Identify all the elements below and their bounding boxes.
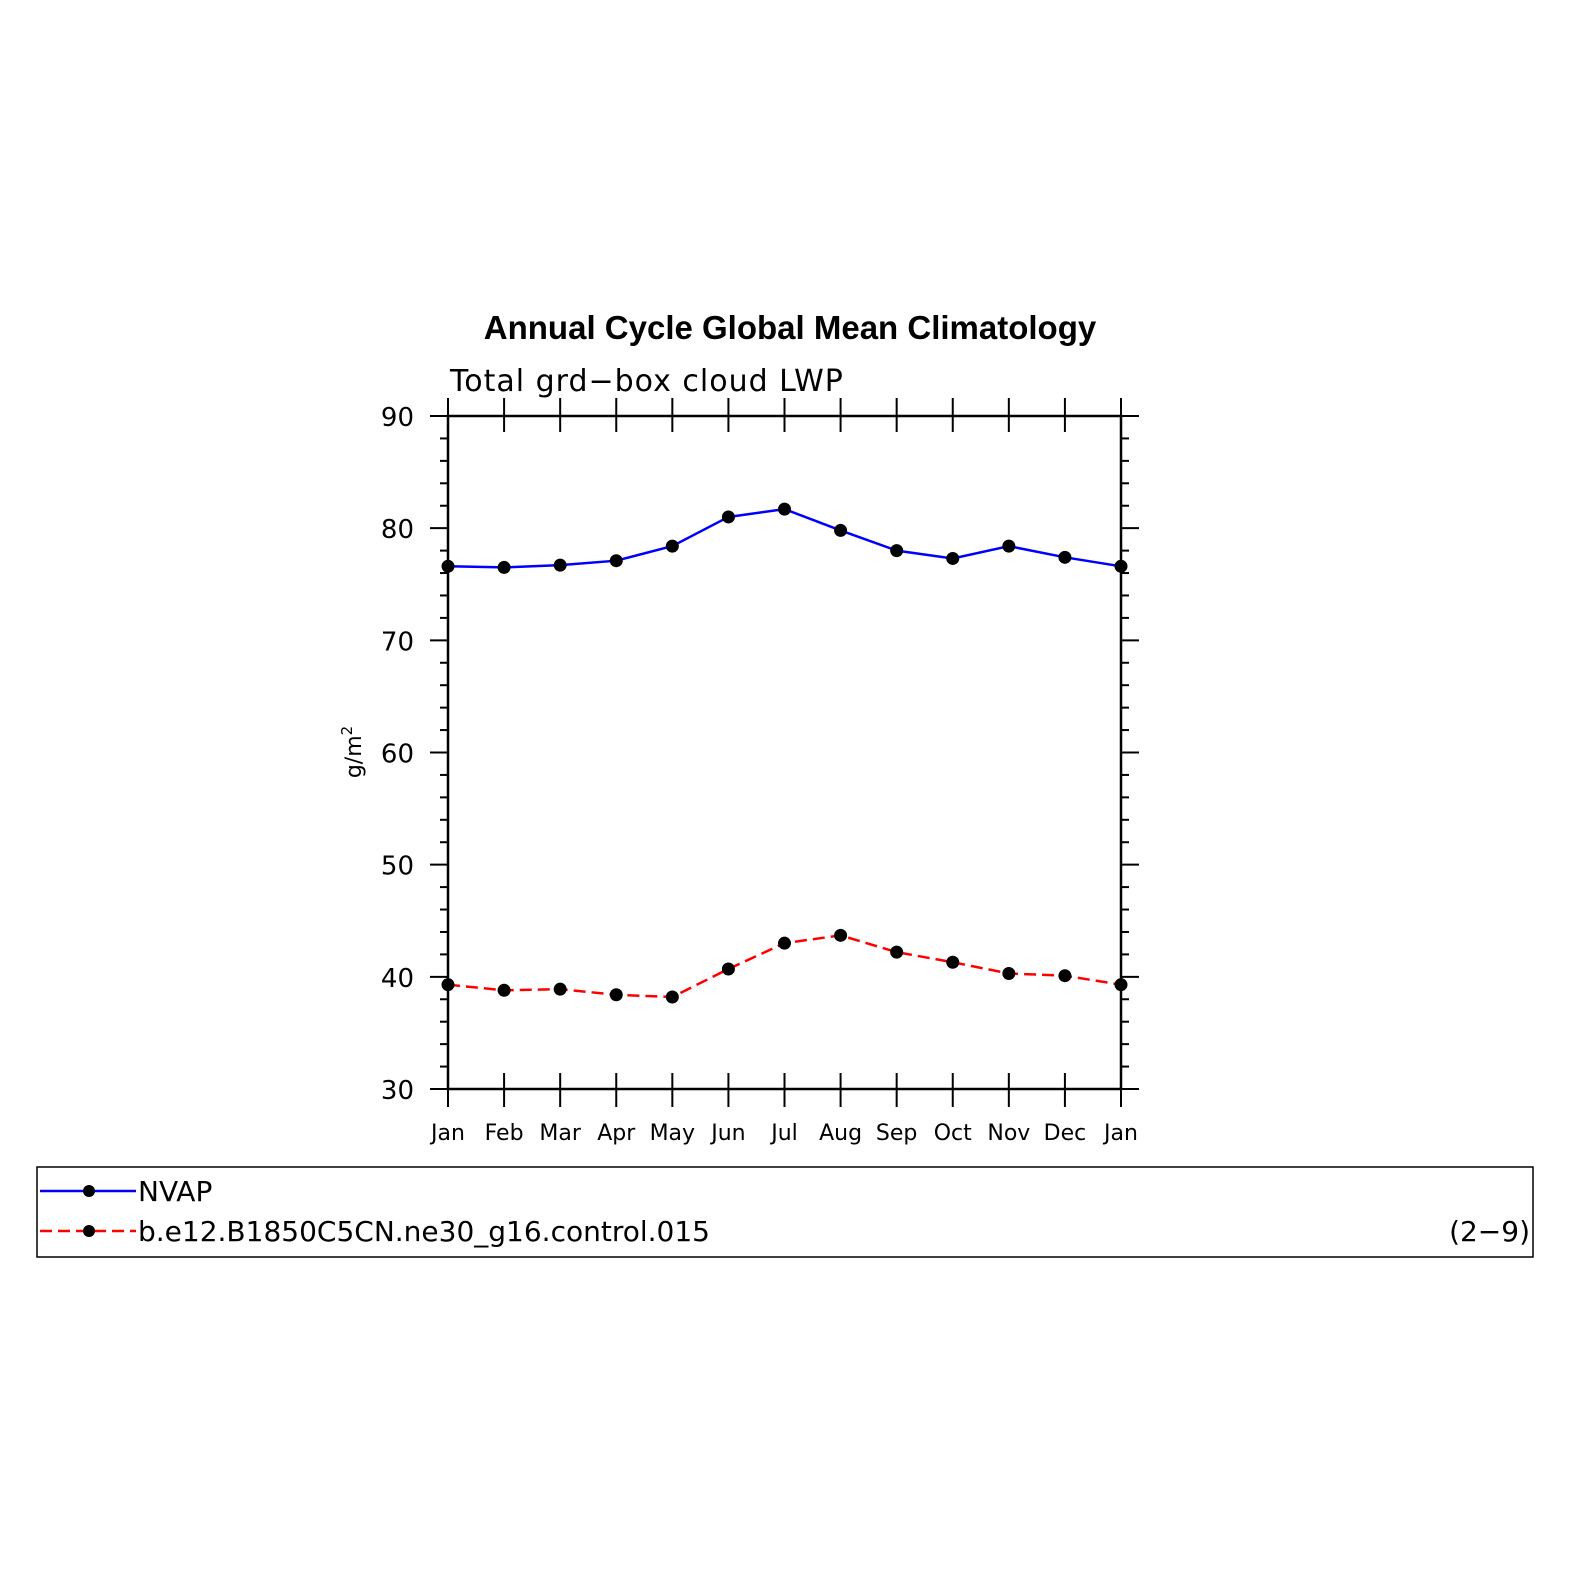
y-tick-labels: 30 40 50 60 70 80 90 — [381, 403, 414, 1106]
data-point — [665, 990, 679, 1004]
y-tick-label: 80 — [381, 515, 414, 545]
x-tick-label: Dec — [1044, 1121, 1087, 1146]
data-point — [834, 928, 848, 942]
data-point — [834, 523, 848, 537]
data-point — [1058, 969, 1072, 983]
data-point — [497, 560, 511, 574]
series-1 — [441, 502, 1128, 574]
y-tick-label: 60 — [381, 740, 414, 770]
data-point — [721, 510, 735, 524]
data-point — [721, 962, 735, 976]
data-point — [1058, 550, 1072, 564]
series-layer — [441, 502, 1128, 1004]
data-point — [1002, 966, 1016, 980]
series-2 — [441, 928, 1128, 1004]
data-point — [441, 978, 455, 992]
x-tick-label: Jan — [429, 1121, 465, 1146]
y-tick-label: 70 — [381, 627, 414, 657]
chart-title: Annual Cycle Global Mean Climatology — [484, 309, 1097, 346]
data-point — [497, 983, 511, 997]
data-point — [609, 988, 623, 1002]
plot-frame — [446, 414, 1123, 1091]
data-point — [778, 936, 791, 950]
data-point — [1114, 978, 1128, 992]
plot-border — [446, 414, 1123, 1091]
data-point — [553, 982, 567, 996]
data-point — [946, 551, 960, 565]
data-point — [441, 559, 455, 573]
x-tick-label: Oct — [934, 1121, 972, 1146]
x-tick-label: Jun — [709, 1121, 745, 1146]
y-tick-label: 90 — [381, 403, 414, 433]
data-point — [665, 539, 679, 553]
x-tick-label: Jan — [1102, 1121, 1138, 1146]
legend-entry: b.e12.B1850C5CN.ne30_g16.control.015 — [40, 1215, 710, 1248]
data-point — [890, 544, 904, 558]
data-point — [1002, 539, 1016, 553]
x-tick-labels: Jan Feb Mar Apr May Jun Jul Aug Sep Oct Nov Dec Jan — [429, 1121, 1138, 1146]
svg-text:g/m2: g/m2 — [338, 726, 367, 778]
x-tick-label: Mar — [539, 1121, 581, 1146]
legend: NVAP b.e12.B1850C5CN.ne30_g16.control.015… — [36, 1166, 1534, 1258]
y-axis-label-base: g/m — [342, 735, 367, 778]
y-tick-label: 40 — [381, 964, 414, 994]
x-tick-label: Feb — [485, 1121, 524, 1146]
x-tick-label: Sep — [876, 1121, 917, 1146]
series-line — [447, 507, 1122, 569]
chart-subtitle: Total grd−box cloud LWP — [449, 364, 844, 399]
x-tick-label: Aug — [819, 1121, 862, 1146]
legend-box — [36, 1166, 1534, 1258]
data-point — [890, 945, 904, 959]
legend-note: (2−9) — [1449, 1215, 1530, 1248]
legend-entry: NVAP — [40, 1175, 212, 1208]
y-tick-label: 50 — [381, 852, 414, 882]
legend-label: NVAP — [138, 1175, 212, 1208]
legend-marker — [83, 1185, 95, 1197]
y-axis-label: g/m2 — [338, 726, 367, 778]
legend-label: b.e12.B1850C5CN.ne30_g16.control.015 — [138, 1215, 710, 1248]
x-tick-label: May — [650, 1121, 695, 1146]
x-tick-label: Apr — [597, 1121, 636, 1146]
y-tick-label: 30 — [381, 1076, 414, 1106]
x-tick-label: Nov — [987, 1121, 1030, 1146]
data-point — [778, 502, 791, 516]
x-tick-label: Jul — [769, 1121, 798, 1146]
data-point — [609, 554, 623, 568]
data-point — [946, 955, 960, 969]
y-axis-label-superscript: 2 — [338, 726, 356, 736]
legend-marker — [83, 1225, 95, 1237]
data-point — [1114, 559, 1128, 573]
data-point — [553, 558, 567, 572]
